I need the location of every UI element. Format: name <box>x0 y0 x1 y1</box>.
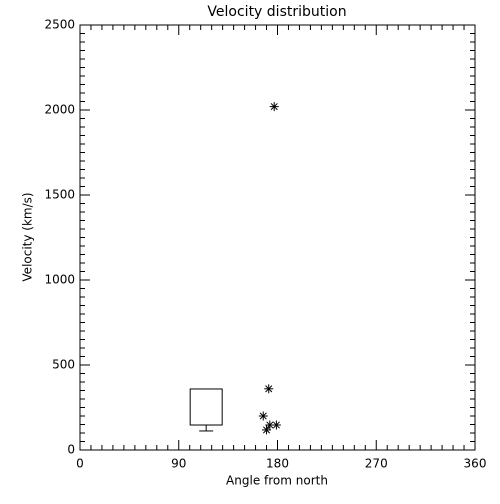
x-tick-label: 270 <box>365 457 388 471</box>
y-tick-label: 2000 <box>44 103 75 117</box>
asterisk-stroke <box>266 421 274 429</box>
x-axis-label: Angle from north <box>226 474 328 488</box>
plot-frame <box>79 24 476 451</box>
y-tick-label: 0 <box>67 443 75 457</box>
x-tick-label: 180 <box>266 457 289 471</box>
asterisk-stroke <box>265 385 273 393</box>
y-axis-label: Velocity (km/s) <box>21 192 35 281</box>
asterisk-stroke <box>270 103 278 111</box>
x-tick-label: 0 <box>76 457 84 471</box>
asterisk-point <box>269 102 279 112</box>
asterisk-stroke <box>262 426 271 434</box>
asterisk-point <box>265 420 275 430</box>
x-tick-label: 90 <box>171 457 186 471</box>
chart-title: Velocity distribution <box>207 4 346 20</box>
asterisk-stroke <box>272 421 280 429</box>
asterisk-point <box>271 420 281 430</box>
y-tick-label: 2500 <box>44 18 75 32</box>
asterisk-point <box>264 384 274 394</box>
asterisk-stroke <box>259 412 267 420</box>
y-tick-label: 1500 <box>44 188 75 202</box>
asterisk-point <box>258 411 268 421</box>
asterisk-point <box>262 425 272 435</box>
box <box>189 388 223 426</box>
y-tick-label: 500 <box>52 358 75 372</box>
y-tick-label: 1000 <box>44 273 75 287</box>
x-tick-label: 360 <box>464 457 487 471</box>
